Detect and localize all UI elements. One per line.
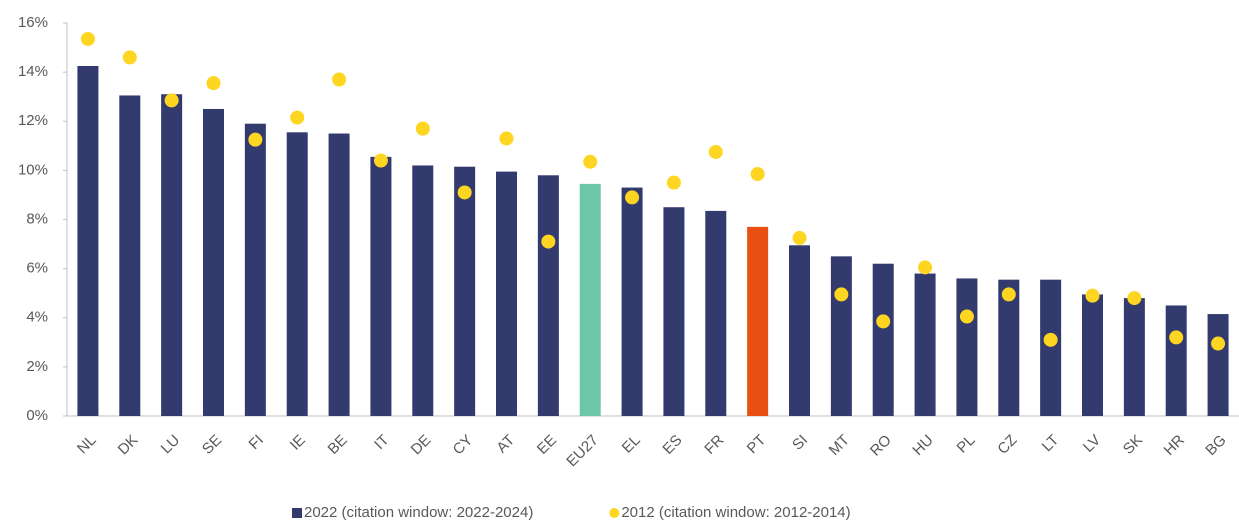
bar	[328, 133, 350, 416]
y-tick-label: 4%	[26, 309, 48, 326]
x-tick-label: EU27	[563, 432, 602, 471]
dot	[1169, 330, 1184, 345]
x-tick-label: IE	[287, 432, 309, 454]
dot	[625, 190, 640, 205]
dot	[1085, 288, 1100, 303]
dot	[80, 31, 95, 46]
dot	[541, 234, 556, 249]
dot	[164, 93, 179, 108]
dot	[290, 110, 305, 125]
dot	[332, 72, 347, 87]
bar	[998, 279, 1020, 416]
y-tick-label: 10%	[18, 161, 48, 178]
x-tick-label: PT	[744, 432, 770, 458]
bar	[705, 210, 727, 416]
x-tick-label: HR	[1161, 432, 1188, 459]
y-tick-label: 0%	[26, 407, 48, 424]
bar	[830, 256, 852, 416]
y-tick-label: 6%	[26, 260, 48, 277]
x-tick-label: BE	[325, 432, 351, 458]
x-tick-label: RO	[867, 432, 895, 460]
bar	[1082, 294, 1103, 416]
dot	[206, 76, 221, 91]
bar	[747, 226, 769, 416]
bar	[370, 156, 392, 416]
dot	[1043, 332, 1058, 347]
bar	[454, 166, 476, 416]
x-tick-label: SI	[789, 432, 811, 454]
dot	[1211, 336, 1226, 351]
x-tick-label: FI	[246, 432, 267, 453]
bar	[621, 187, 643, 416]
dot	[792, 230, 807, 245]
x-tick-label: DK	[115, 432, 142, 459]
y-tick-label: 2%	[26, 358, 48, 375]
bar	[119, 95, 141, 416]
x-tick-label: LU	[158, 432, 184, 458]
dot	[248, 132, 263, 147]
bar	[286, 132, 308, 416]
y-tick-label: 8%	[26, 210, 48, 227]
dot	[750, 167, 765, 182]
dot	[959, 309, 974, 324]
x-tick-label: SE	[199, 432, 225, 458]
x-tick-label: MT	[826, 432, 853, 459]
x-tick-label: FR	[701, 431, 727, 457]
bar	[663, 207, 685, 416]
bar	[1040, 279, 1062, 416]
dot	[415, 121, 430, 136]
x-tick-label: CZ	[994, 432, 1020, 458]
dot	[457, 185, 472, 200]
x-tick-label: IT	[371, 432, 392, 453]
dot	[708, 144, 723, 159]
bar	[496, 171, 517, 416]
x-tick-label: PL	[954, 432, 979, 457]
dot	[918, 260, 933, 275]
dot	[583, 154, 598, 169]
bar	[1165, 305, 1187, 416]
x-tick-label: BG	[1202, 432, 1229, 459]
x-tick-label: EE	[534, 432, 560, 458]
bar	[1123, 298, 1145, 416]
dot	[373, 153, 388, 168]
bar	[789, 245, 810, 416]
dot	[834, 287, 849, 302]
bar	[161, 94, 183, 416]
bar	[537, 175, 559, 416]
legend-label: 2022 (citation window: 2022-2024)	[304, 504, 533, 521]
y-tick-label: 16%	[18, 14, 48, 31]
x-tick-label: EL	[619, 432, 644, 457]
x-tick-label: DE	[408, 432, 435, 459]
x-tick-label: NL	[74, 432, 100, 458]
y-tick-label: 12%	[18, 112, 48, 129]
dot	[876, 314, 891, 329]
legend-swatch	[609, 508, 620, 518]
bar	[412, 165, 434, 416]
x-tick-label: AT	[493, 432, 518, 457]
bar	[203, 108, 224, 416]
bar	[244, 123, 266, 417]
bar	[872, 263, 894, 416]
x-tick-label: LV	[1080, 432, 1104, 456]
bar	[914, 273, 936, 416]
dot	[1001, 287, 1016, 302]
dot	[1127, 291, 1142, 306]
x-tick-label: SK	[1120, 432, 1146, 458]
dot	[666, 175, 681, 190]
legend-swatch	[292, 508, 302, 518]
bar	[956, 278, 978, 416]
legend: 2022 (citation window: 2022-2024) 2012 (c…	[292, 504, 851, 521]
x-tick-label: ES	[659, 432, 685, 458]
bar	[77, 65, 99, 416]
x-tick-label: LT	[1039, 432, 1063, 456]
bar	[1207, 314, 1229, 416]
x-tick-label: HU	[909, 432, 936, 459]
y-tick-label: 14%	[18, 63, 48, 80]
bar	[579, 183, 601, 416]
legend-label: 2012 (citation window: 2012-2014)	[621, 504, 850, 521]
dot	[499, 131, 514, 146]
x-tick-label: CY	[450, 432, 477, 459]
dot	[122, 50, 137, 65]
